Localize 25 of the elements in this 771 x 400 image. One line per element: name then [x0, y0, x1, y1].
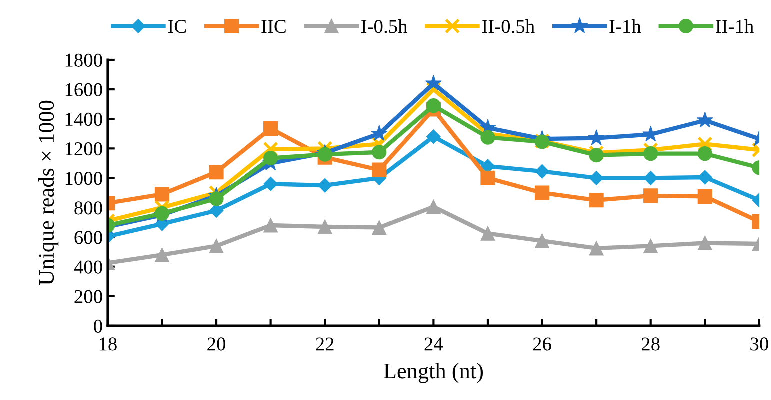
y-tick-label: 400 [74, 260, 102, 274]
x-tick-label: 20 [208, 338, 226, 351]
y-tick-label: 1200 [66, 142, 102, 156]
x-tick-label: 28 [642, 338, 660, 351]
y-tick-label: 1400 [66, 112, 102, 126]
legend-label: I-0.5h [362, 20, 408, 34]
x-tick-label: 26 [533, 338, 552, 351]
legend-label: II-0.5h [482, 20, 535, 34]
y-axis-title: Unique reads × 1000 [38, 100, 59, 286]
x-tick-label: 18 [100, 338, 117, 351]
x-axis-title: Length (nt) [384, 363, 484, 384]
legend-label: IC [168, 20, 186, 34]
y-tick-label: 1800 [66, 54, 102, 67]
y-tick-label: 800 [74, 202, 102, 215]
x-tick-label: 22 [316, 338, 334, 351]
legend-label: II-1h [716, 20, 754, 34]
y-tick-label: 0 [94, 320, 102, 333]
y-tick-label: 200 [74, 290, 102, 304]
x-tick-label: 24 [424, 338, 444, 351]
x-tick-label: 30 [750, 338, 768, 351]
y-tick-label: 1600 [66, 83, 102, 96]
legend-label: I-1h [610, 20, 642, 34]
y-tick-label: 1000 [66, 172, 102, 186]
y-tick-label: 600 [74, 231, 102, 244]
legend-label: IIC [262, 20, 286, 34]
